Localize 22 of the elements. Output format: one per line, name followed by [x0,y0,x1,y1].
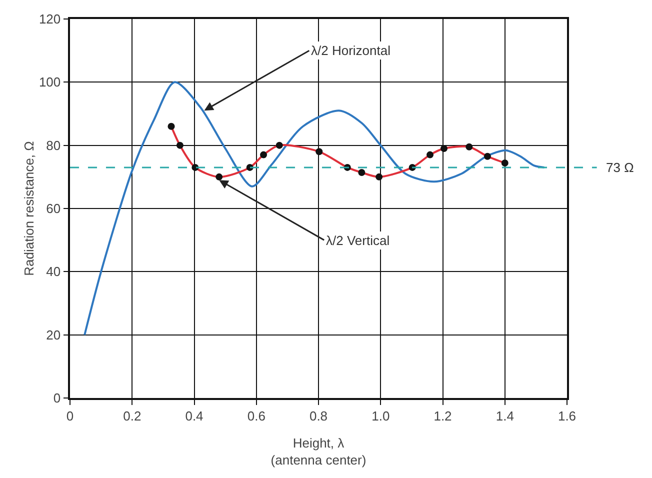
y-tick-label: 0 [53,390,61,406]
x-tick-label: 0.2 [123,408,142,424]
y-tick-label: 80 [46,138,61,153]
y-tick-label: 20 [46,327,61,342]
x-tick-label: 1.0 [372,408,390,424]
x-tick-label: 0.6 [247,408,266,424]
x-tick-label: 0 [66,408,74,424]
y-tick-label: 100 [38,74,61,90]
ref-line-label: 73 Ω [606,160,634,175]
x-axis-title: Height, λ (antenna center) [270,436,366,468]
line-series [84,81,546,336]
x-tick-label: 1.2 [434,408,452,424]
annotation: λ/2 Horizontal [311,43,391,58]
y-axis-title: Radiation resistance, Ω [22,140,36,276]
x-tick-label: 0.4 [185,408,204,424]
x-tick-label: 1.4 [496,408,514,424]
x-tick-label: 1.6 [558,408,576,424]
y-tick-label: 60 [46,201,61,216]
annotation: λ/2 Vertical [326,233,390,248]
y-tick-label: 120 [38,12,61,27]
y-tick-label: 40 [46,264,61,280]
x-tick-label: 0.8 [309,408,328,424]
